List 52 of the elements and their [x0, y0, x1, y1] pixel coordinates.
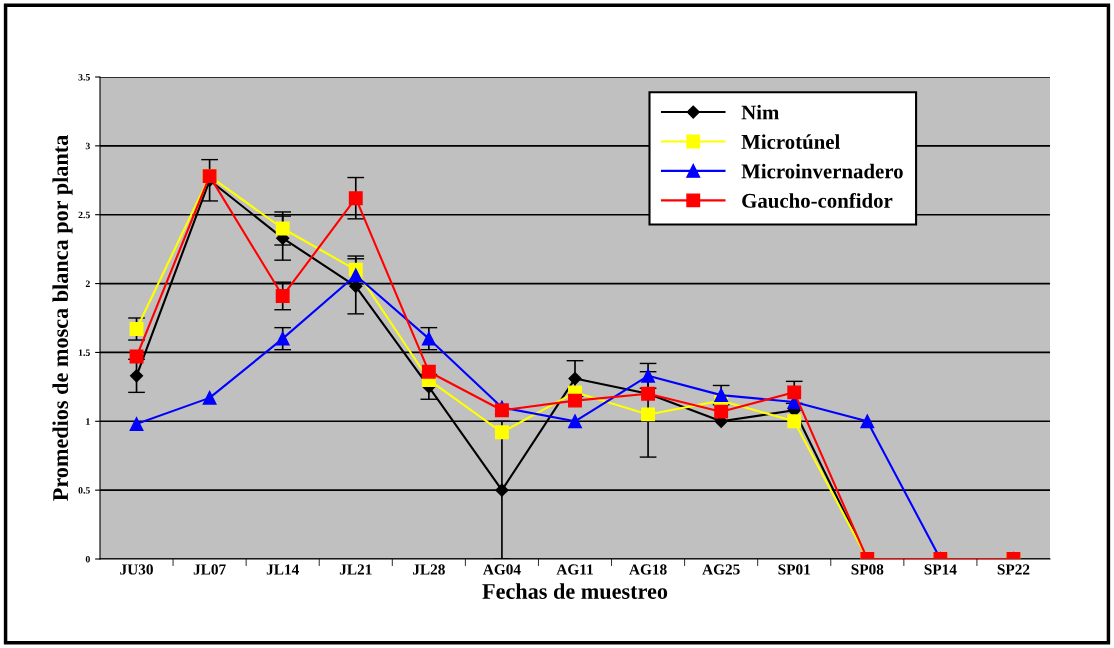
- x-tick-label: SP14: [924, 564, 957, 575]
- y-tick-label: 3: [85, 142, 90, 150]
- point: [129, 322, 144, 336]
- x-axis-title: Fechas de muestreo: [482, 583, 668, 599]
- x-tick-label: AG25: [702, 564, 740, 575]
- point: [787, 385, 802, 400]
- point: [275, 289, 290, 303]
- y-tick-label: 1.5: [78, 349, 90, 356]
- point: [568, 414, 582, 429]
- legend-label: Microtúnel: [741, 134, 840, 150]
- y-tick-label: 2.5: [78, 211, 90, 219]
- point: [641, 407, 656, 422]
- point: [495, 483, 509, 497]
- y-tick-label: 1: [86, 418, 90, 425]
- point: [860, 414, 875, 429]
- point: [568, 372, 582, 386]
- point: [787, 414, 802, 429]
- point: [714, 404, 729, 419]
- point: [348, 191, 363, 206]
- x-tick-label: AG11: [556, 564, 593, 575]
- point: [129, 417, 144, 431]
- x-tick-label: SP22: [997, 564, 1030, 575]
- point: [202, 390, 217, 405]
- point: [421, 331, 436, 346]
- point: [348, 268, 363, 283]
- x-tick-label: JL21: [339, 564, 372, 575]
- point: [275, 221, 290, 236]
- point: [568, 393, 582, 408]
- point: [714, 388, 729, 403]
- point: [641, 368, 656, 383]
- point: [129, 369, 144, 383]
- y-tick-label: 0.5: [78, 487, 90, 494]
- point: [494, 403, 509, 418]
- y-tick-label: 3.5: [78, 73, 90, 81]
- y-tick-label: 0: [85, 555, 90, 563]
- legend-label: Nim: [741, 104, 779, 120]
- x-tick-label: SP01: [778, 564, 810, 575]
- x-tick-label: JL14: [266, 564, 299, 575]
- x-tick-label: AG18: [629, 564, 667, 575]
- point: [129, 349, 144, 364]
- y-tick-label: 2: [85, 280, 90, 287]
- x-tick-label: JL07: [193, 564, 226, 575]
- point: [275, 331, 290, 346]
- x-tick-label: JL28: [412, 564, 445, 575]
- x-tick-label: SP08: [851, 564, 884, 575]
- legend-label: Microinvernadero: [741, 163, 903, 179]
- point: [421, 364, 436, 379]
- x-tick-label: AG04: [482, 564, 521, 575]
- x-tick-label: JU30: [120, 564, 153, 575]
- legend-label: Gaucho-confidor: [742, 192, 893, 208]
- y-axis-title: Promedios de mosca blanca por planta: [52, 135, 73, 501]
- point: [494, 425, 509, 440]
